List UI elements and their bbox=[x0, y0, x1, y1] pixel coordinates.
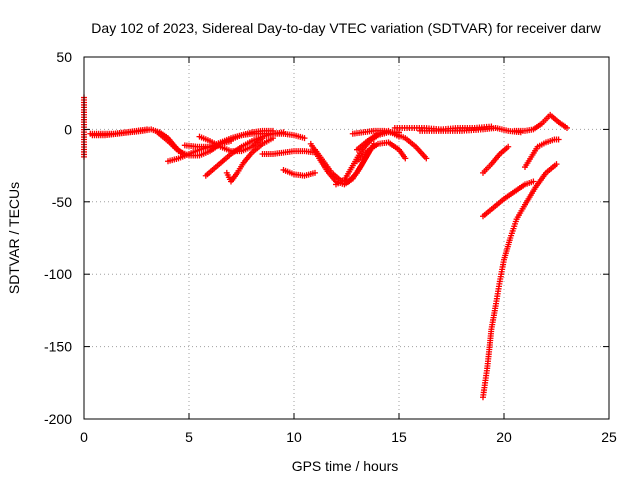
data-point-marker bbox=[564, 124, 570, 131]
x-axis-label: GPS time / hours bbox=[292, 458, 399, 474]
data-point-marker bbox=[555, 136, 562, 143]
y-axis-label: SDTVAR / TECUs bbox=[6, 182, 22, 294]
x-tick-label: 20 bbox=[496, 429, 512, 445]
x-tick-label: 10 bbox=[286, 429, 302, 445]
data-series bbox=[354, 139, 409, 165]
plot-frame bbox=[83, 56, 610, 420]
data-series bbox=[87, 126, 150, 137]
data-series bbox=[511, 111, 570, 134]
data-series bbox=[223, 135, 276, 185]
x-tick-label: 15 bbox=[391, 429, 407, 445]
data-series bbox=[354, 127, 402, 153]
data-point-marker bbox=[312, 169, 318, 176]
y-tick-label: 0 bbox=[64, 121, 72, 137]
y-tick-label: -150 bbox=[44, 339, 72, 355]
x-tick-label: 5 bbox=[185, 429, 193, 445]
data-series bbox=[480, 161, 560, 401]
data-point-marker bbox=[301, 135, 308, 142]
y-tick-label: -100 bbox=[44, 266, 72, 282]
data-point-marker bbox=[423, 155, 430, 162]
data-series bbox=[480, 178, 537, 220]
data-layer bbox=[81, 94, 570, 401]
grid-layer bbox=[84, 57, 609, 419]
data-point-marker bbox=[144, 126, 150, 133]
y-tick-label: 50 bbox=[56, 49, 72, 65]
y-tick-label: -200 bbox=[44, 411, 72, 427]
y-tick-label: -50 bbox=[52, 194, 72, 210]
data-point-marker bbox=[396, 133, 402, 140]
data-series bbox=[259, 130, 308, 142]
data-series bbox=[259, 148, 318, 158]
x-tick-label: 0 bbox=[80, 429, 88, 445]
data-series bbox=[280, 166, 318, 179]
data-point-marker bbox=[553, 161, 560, 168]
tick-layer: 0 5 10 15 20 25 50 0 -50 -100 -150 -200 bbox=[44, 49, 617, 445]
data-point-marker bbox=[402, 155, 409, 162]
data-series bbox=[522, 136, 562, 171]
chart-title: Day 102 of 2023, Sidereal Day-to-day VTE… bbox=[91, 20, 601, 36]
data-point-marker bbox=[505, 143, 512, 150]
data-series bbox=[480, 143, 512, 176]
x-tick-label: 25 bbox=[601, 429, 617, 445]
data-point-marker bbox=[530, 178, 537, 185]
